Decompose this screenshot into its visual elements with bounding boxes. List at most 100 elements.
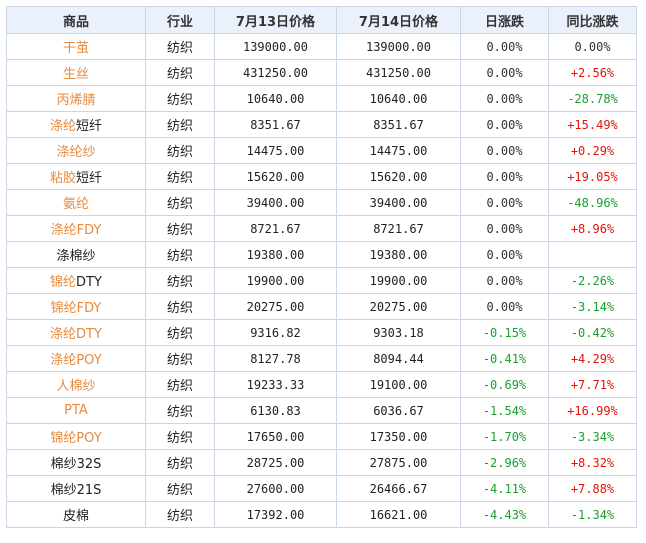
price-jul14-cell: 20275.00 <box>336 293 461 320</box>
industry-cell: 纺织 <box>145 33 215 60</box>
commodity-name-cell: 涤纶FDY <box>6 215 146 242</box>
commodity-name-text: 棉纱32S <box>50 457 102 472</box>
price-jul13-cell: 39400.00 <box>214 189 337 216</box>
price-jul13-cell: 14475.00 <box>214 137 337 164</box>
table-row: 涤纶POY 纺织 8127.78 8094.44 -0.41% +4.29% <box>6 345 637 372</box>
price-jul14-cell: 17350.00 <box>336 423 461 450</box>
yoy-change-cell: -48.96% <box>548 189 637 216</box>
price-jul14-cell: 19900.00 <box>336 267 461 294</box>
price-jul14-cell: 19100.00 <box>336 371 461 398</box>
table-row: PTA 纺织 6130.83 6036.67 -1.54% +16.99% <box>6 397 637 424</box>
daily-change-cell: -1.54% <box>460 397 549 424</box>
industry-cell: 纺织 <box>145 163 215 190</box>
commodity-link[interactable]: 涤纶 <box>49 119 76 134</box>
yoy-change-cell: +16.99% <box>548 397 637 424</box>
daily-change-cell: 0.00% <box>460 215 549 242</box>
yoy-change-cell: -1.34% <box>548 501 637 528</box>
industry-cell: 纺织 <box>145 241 215 268</box>
price-jul13-cell: 28725.00 <box>214 449 337 476</box>
table-row: 锦纶POY 纺织 17650.00 17350.00 -1.70% -3.34% <box>6 423 637 450</box>
daily-change-cell: -2.96% <box>460 449 549 476</box>
table-row: 涤纶短纤 纺织 8351.67 8351.67 0.00% +15.49% <box>6 111 637 138</box>
commodity-link[interactable]: 涤纶FDY <box>50 223 102 238</box>
commodity-link[interactable]: 涤纶DTY <box>50 327 102 342</box>
commodity-name-cell: 棉纱21S <box>6 475 146 502</box>
yoy-change-cell: -3.34% <box>548 423 637 450</box>
yoy-change-cell: -3.14% <box>548 293 637 320</box>
daily-change-cell: 0.00% <box>460 33 549 60</box>
industry-cell: 纺织 <box>145 345 215 372</box>
table-row: 锦纶DTY 纺织 19900.00 19900.00 0.00% -2.26% <box>6 267 637 294</box>
price-jul14-cell: 9303.18 <box>336 319 461 346</box>
commodity-link[interactable]: 涤纶POY <box>50 353 102 368</box>
commodity-name-cell: 锦纶POY <box>6 423 146 450</box>
table-row: 涤纶DTY 纺织 9316.82 9303.18 -0.15% -0.42% <box>6 319 637 346</box>
commodity-link[interactable]: 锦纶POY <box>50 431 102 446</box>
commodity-name-text: 短纤 <box>76 171 103 186</box>
daily-change-cell: 0.00% <box>460 241 549 268</box>
commodity-link[interactable]: 锦纶FDY <box>50 301 102 316</box>
commodity-name-cell: 涤纶DTY <box>6 319 146 346</box>
daily-change-cell: -1.70% <box>460 423 549 450</box>
table-row: 皮棉 纺织 17392.00 16621.00 -4.43% -1.34% <box>6 501 637 528</box>
commodity-link[interactable]: PTA <box>64 403 88 418</box>
table-row: 干茧 纺织 139000.00 139000.00 0.00% 0.00% <box>6 33 637 60</box>
industry-cell: 纺织 <box>145 215 215 242</box>
industry-cell: 纺织 <box>145 293 215 320</box>
header-price-jul13: 7月13日价格 <box>214 6 337 34</box>
price-jul14-cell: 10640.00 <box>336 85 461 112</box>
industry-cell: 纺织 <box>145 397 215 424</box>
commodity-link[interactable]: 人棉纱 <box>56 379 96 394</box>
price-jul13-cell: 19233.33 <box>214 371 337 398</box>
commodity-name-cell: 涤纶POY <box>6 345 146 372</box>
yoy-change-cell: -2.26% <box>548 267 637 294</box>
daily-change-cell: 0.00% <box>460 111 549 138</box>
table-row: 人棉纱 纺织 19233.33 19100.00 -0.69% +7.71% <box>6 371 637 398</box>
table-row: 锦纶FDY 纺织 20275.00 20275.00 0.00% -3.14% <box>6 293 637 320</box>
yoy-change-cell: +7.71% <box>548 371 637 398</box>
price-jul13-cell: 431250.00 <box>214 59 337 86</box>
commodity-link[interactable]: 丙烯腈 <box>56 93 96 108</box>
price-jul13-cell: 19380.00 <box>214 241 337 268</box>
header-commodity: 商品 <box>6 6 146 34</box>
price-jul13-cell: 8127.78 <box>214 345 337 372</box>
commodity-name-cell: 丙烯腈 <box>6 85 146 112</box>
commodity-name-cell: 干茧 <box>6 33 146 60</box>
commodity-link[interactable]: 涤纶纱 <box>56 145 96 160</box>
commodity-name-cell: PTA <box>6 397 146 424</box>
commodity-link[interactable]: 粘胶 <box>49 171 76 186</box>
price-table: 商品 行业 7月13日价格 7月14日价格 日涨跌 同比涨跌 干茧 纺织 13900… <box>6 6 637 528</box>
industry-cell: 纺织 <box>145 137 215 164</box>
commodity-link[interactable]: 氨纶 <box>62 197 89 212</box>
price-jul13-cell: 19900.00 <box>214 267 337 294</box>
commodity-link[interactable]: 干茧 <box>62 41 89 56</box>
header-price-jul14: 7月14日价格 <box>336 6 461 34</box>
commodity-name-cell: 涤纶短纤 <box>6 111 146 138</box>
industry-cell: 纺织 <box>145 111 215 138</box>
industry-cell: 纺织 <box>145 501 215 528</box>
header-daily-change: 日涨跌 <box>460 6 549 34</box>
daily-change-cell: 0.00% <box>460 137 549 164</box>
commodity-name-cell: 粘胶短纤 <box>6 163 146 190</box>
industry-cell: 纺织 <box>145 189 215 216</box>
commodity-name-cell: 生丝 <box>6 59 146 86</box>
yoy-change-cell: +8.96% <box>548 215 637 242</box>
daily-change-cell: -4.43% <box>460 501 549 528</box>
commodity-link[interactable]: 锦纶 <box>50 275 77 290</box>
yoy-change-cell: -0.42% <box>548 319 637 346</box>
price-jul14-cell: 15620.00 <box>336 163 461 190</box>
price-jul13-cell: 17650.00 <box>214 423 337 450</box>
yoy-change-cell: +19.05% <box>548 163 637 190</box>
table-row: 氨纶 纺织 39400.00 39400.00 0.00% -48.96% <box>6 189 637 216</box>
daily-change-cell: 0.00% <box>460 267 549 294</box>
daily-change-cell: 0.00% <box>460 189 549 216</box>
commodity-link[interactable]: 生丝 <box>62 67 89 82</box>
price-jul14-cell: 8351.67 <box>336 111 461 138</box>
table-row: 涤纶纱 纺织 14475.00 14475.00 0.00% +0.29% <box>6 137 637 164</box>
price-jul13-cell: 10640.00 <box>214 85 337 112</box>
commodity-name-cell: 锦纶DTY <box>6 267 146 294</box>
daily-change-cell: 0.00% <box>460 293 549 320</box>
price-jul14-cell: 431250.00 <box>336 59 461 86</box>
commodity-name-cell: 氨纶 <box>6 189 146 216</box>
daily-change-cell: -0.15% <box>460 319 549 346</box>
